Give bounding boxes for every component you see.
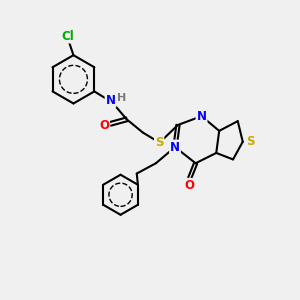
Text: Cl: Cl [62,29,74,43]
Text: N: N [106,94,116,107]
Text: S: S [155,136,164,149]
Text: O: O [184,179,194,192]
Text: H: H [117,93,126,103]
Text: N: N [196,110,206,123]
Text: S: S [246,135,254,148]
Text: N: N [170,141,180,154]
Text: O: O [99,119,109,132]
